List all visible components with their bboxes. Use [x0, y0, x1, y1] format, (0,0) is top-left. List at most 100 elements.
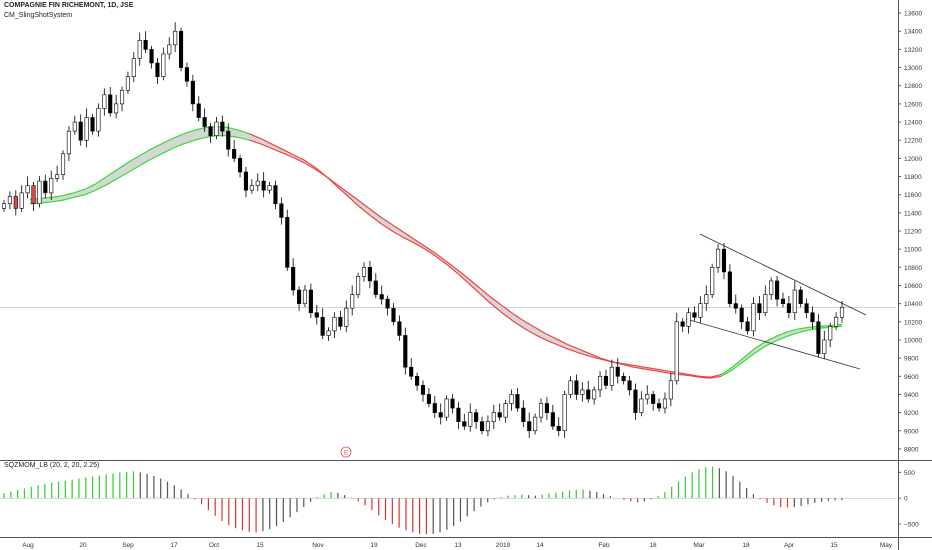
candle-body [509, 394, 514, 404]
candle-body [397, 321, 402, 336]
candle-body [462, 421, 467, 427]
candle-body [786, 303, 791, 314]
band-fast-segment [271, 143, 283, 150]
candle-body [456, 407, 461, 422]
candle-body [568, 380, 573, 395]
candle-body [13, 196, 18, 209]
indicator-main-label[interactable]: CM_SlingShotSystem [4, 12, 73, 19]
time-tick-label: Mar [693, 542, 705, 549]
band-slow-segment [314, 168, 327, 178]
indicator-lower-label[interactable]: SQZMOM_LB (20, 2, 20, 2.25) [4, 462, 100, 469]
price-tick-label: 10600 [904, 283, 922, 290]
band-fast-segment [764, 335, 777, 343]
price-tick-label: 10200 [904, 319, 922, 326]
candle-body [710, 267, 715, 295]
candle-body [503, 403, 508, 418]
event-marker-label: E [344, 451, 348, 457]
price-tick-label: 9000 [904, 428, 919, 435]
band-slow-segment [622, 363, 634, 368]
band-slow-segment [161, 147, 173, 155]
candle-body [84, 117, 89, 141]
band-fast-segment [710, 373, 722, 378]
time-tick-label: Dec [415, 542, 427, 549]
price-tick-label: 13400 [904, 29, 922, 36]
price-tick-label: 11200 [904, 229, 922, 236]
candle-body [562, 394, 567, 432]
candle-body [798, 289, 803, 304]
candle-body [78, 121, 83, 141]
band-slow-segment [150, 153, 162, 160]
band-fast-segment [742, 348, 755, 359]
candle-body [426, 394, 431, 404]
band-fast-segment [786, 328, 799, 333]
band-slow-segment [786, 332, 799, 337]
time-tick-label: 17 [170, 542, 178, 549]
candle-body [704, 294, 709, 304]
candle-body [102, 94, 107, 109]
candle-body [438, 412, 443, 418]
candle-body [173, 30, 178, 46]
band-slow-segment [567, 343, 579, 350]
band-fast-segment [161, 137, 173, 145]
candle-body [497, 412, 502, 418]
candle-body [114, 103, 119, 114]
candle-body [468, 412, 473, 427]
band-slow-segment [128, 165, 141, 173]
band-slow-segment [545, 333, 557, 340]
candle-body [639, 398, 644, 413]
price-tick-label: 11800 [904, 174, 922, 181]
band-fast-segment [293, 154, 305, 161]
candle-body [544, 403, 549, 413]
band-slow-segment [304, 162, 316, 170]
band-fast-segment [391, 230, 404, 238]
price-tick-label: 8800 [904, 446, 919, 453]
band-slow-segment [611, 361, 623, 366]
time-tick-label: Sep [122, 542, 134, 549]
band-slow-segment [457, 269, 470, 280]
price-tick-label: 10000 [904, 337, 922, 344]
band-slow-segment [578, 348, 590, 355]
price-tick-label: 11400 [904, 210, 922, 217]
band-slow-segment [84, 189, 97, 196]
candle-body [161, 53, 166, 77]
candle-body [178, 30, 184, 68]
band-fast-segment [424, 248, 437, 257]
candle-body [96, 108, 101, 132]
band-fast-segment [117, 161, 130, 170]
candle-body [574, 380, 579, 395]
band-fast-segment [468, 283, 481, 295]
price-tick-label: 11600 [904, 192, 922, 199]
candle-body [834, 316, 839, 327]
band-fast-segment [73, 188, 86, 194]
band-fast-segment [183, 129, 195, 135]
band-fast-segment [490, 303, 503, 314]
time-tick-label: 14 [536, 542, 544, 549]
candle-body [60, 153, 66, 176]
band-slow-segment [710, 375, 722, 379]
candle-body [775, 280, 780, 300]
time-tick-label: 13 [454, 542, 462, 549]
candle-body [479, 421, 485, 432]
candle-body [31, 185, 36, 205]
band-slow-segment [358, 200, 371, 210]
time-tick-label: May [880, 542, 893, 549]
candle-body [255, 180, 260, 186]
candle-body [668, 380, 673, 400]
candle-body [609, 366, 614, 386]
price-tick-label: 10400 [904, 301, 922, 308]
candle-body [527, 421, 532, 432]
band-fast-segment [435, 255, 448, 266]
candle-body [143, 40, 148, 50]
band-fast-segment [699, 375, 711, 378]
candle-body [415, 375, 420, 386]
candle-body [137, 40, 142, 59]
band-fast-segment [644, 366, 656, 370]
band-fast-segment [457, 273, 470, 285]
candle-body [332, 316, 337, 332]
band-slow-segment [677, 373, 689, 376]
candle-body [55, 174, 60, 179]
time-tick-label: 2019 [496, 542, 511, 549]
candle-body [385, 298, 390, 309]
